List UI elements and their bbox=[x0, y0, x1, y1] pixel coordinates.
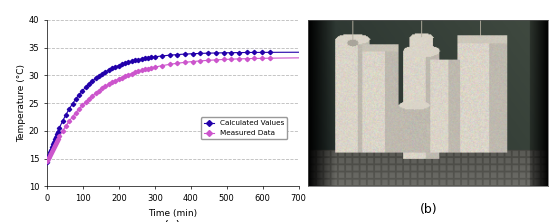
Legend: Calculated Values, Measured Data: Calculated Values, Measured Data bbox=[201, 117, 288, 139]
Text: (b): (b) bbox=[419, 203, 437, 216]
Text: (a): (a) bbox=[164, 220, 181, 222]
X-axis label: Time (min): Time (min) bbox=[148, 209, 197, 218]
Y-axis label: Temperature (°C): Temperature (°C) bbox=[17, 64, 26, 142]
